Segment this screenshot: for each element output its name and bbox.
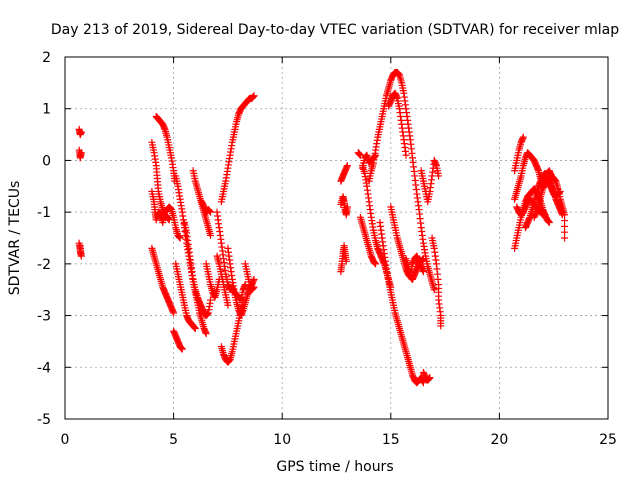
chart-title: Day 213 of 2019, Sidereal Day-to-day VTE… [51,22,619,38]
data-point [426,374,434,382]
data-point [435,172,443,180]
data-points [75,69,569,387]
x-tick-label: 0 [61,432,70,448]
y-tick-label: 1 [42,102,51,118]
data-point [343,162,351,170]
data-point [437,322,445,330]
data-point [207,208,215,216]
y-tick-label: -3 [37,309,51,325]
data-point [207,231,215,239]
y-tick-label: -5 [37,412,51,428]
data-point [419,379,427,387]
data-point [191,325,199,332]
x-tick-label: 20 [490,432,508,448]
data-point [419,268,427,276]
data-point [224,301,232,309]
data-point [430,286,438,294]
y-axis-label: SDTVAR / TECUs [7,181,23,296]
data-point [539,211,547,219]
x-tick-label: 10 [273,432,291,448]
data-point [170,309,178,317]
plot-frame [64,56,609,420]
data-point [207,296,215,304]
data-point [343,203,351,211]
data-point [372,260,380,268]
data-point [202,330,210,338]
data-point [176,234,184,242]
y-tick-label: 2 [42,50,51,66]
data-point [77,149,85,157]
data-point [250,92,258,100]
data-point [561,234,569,242]
data-point [178,345,186,353]
data-point [77,128,85,136]
x-axis-label: GPS time / hours [276,459,393,475]
x-tick-label: 5 [169,432,178,448]
data-point [402,151,410,159]
y-tick-label: -2 [37,257,51,273]
y-tick-label: 0 [42,153,51,169]
y-tick-label: -4 [37,360,51,376]
data-point [519,133,527,141]
axes: 0 5 10 15 20 25 -5 -4 -3 -2 -1 0 1 2 [37,50,617,448]
data-point [76,242,84,250]
data-point [356,151,364,159]
data-point [250,283,258,291]
y-tick-label: -1 [37,205,51,221]
data-point [545,218,553,226]
data-point [342,257,350,265]
x-tick-label: 25 [599,432,617,448]
x-tick-label: 15 [382,432,400,448]
